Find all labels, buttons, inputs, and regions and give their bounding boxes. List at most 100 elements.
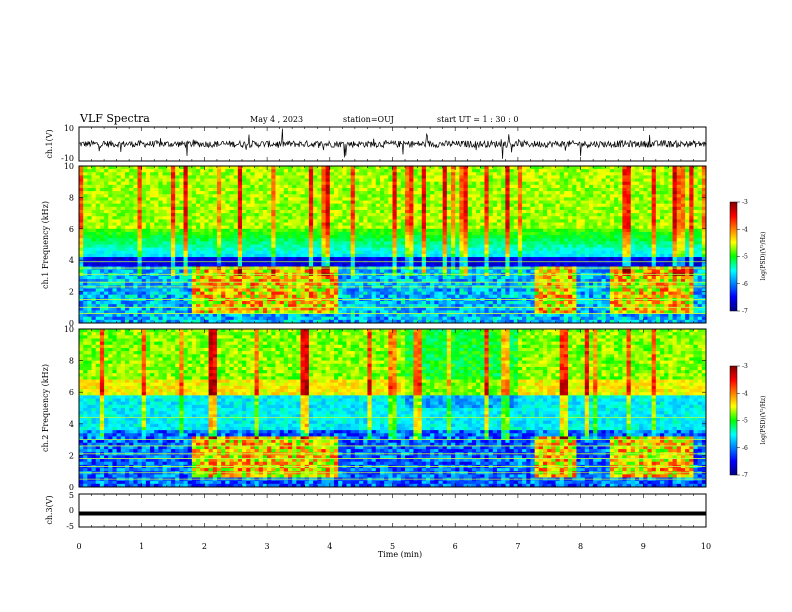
ch1-spectrogram-cell — [175, 191, 180, 195]
ch1-spectrogram-cell — [137, 197, 143, 201]
ch1-spectrogram-cell — [158, 250, 163, 255]
ch1-spectrogram-cell — [576, 263, 581, 267]
ch1-spectrogram-cell — [304, 219, 310, 223]
ch1-spectrogram-cell — [275, 247, 281, 252]
ch1-spectrogram-cell — [672, 197, 678, 201]
ch1-spectrogram-cell — [400, 169, 406, 173]
ch1-spectrogram-cell — [359, 257, 364, 261]
ch1-spectrogram-cell — [246, 178, 251, 183]
ch1-spectrogram-cell — [329, 184, 335, 189]
ch1-spectrogram-cell — [505, 250, 510, 255]
ch1-spectrogram-cell — [120, 191, 126, 195]
ch1-spectrogram-cell — [563, 247, 569, 252]
ch1-spectrogram-cell — [83, 194, 88, 198]
ch1-spectrogram-cell — [392, 191, 398, 195]
ch1-spectrogram-cell — [555, 228, 561, 233]
ch1-spectrogram-cell — [601, 250, 607, 255]
ch1-spectrogram-cell — [421, 175, 427, 179]
ch1-spectrogram-cell — [497, 238, 502, 242]
ch1-spectrogram-cell — [187, 178, 193, 183]
ch1-spectrogram-cell — [275, 187, 281, 192]
ch1-spectrogram-cell — [542, 235, 548, 239]
ch1-spectrogram-cell — [668, 213, 673, 217]
ch1-spectrogram-cell — [196, 219, 201, 223]
ch1-spectrogram-cell — [145, 166, 151, 170]
ch1-spectrogram-cell — [108, 219, 113, 223]
ch1-spectrogram-cell — [267, 250, 272, 255]
ch1-spectrogram-cell — [622, 231, 627, 236]
ch1-spectrogram-cell — [145, 197, 151, 201]
ch1-spectrogram-cell — [430, 263, 435, 267]
ch1-spectrogram-cell — [179, 187, 184, 192]
ch1-spectrogram-cell — [346, 209, 352, 214]
ch1-spectrogram-cell — [643, 175, 648, 179]
ch1-spectrogram-cell — [501, 219, 506, 223]
ch1-spectrogram-cell — [559, 244, 565, 249]
ch1-spectrogram-cell — [187, 166, 193, 170]
ch1-spectrogram-cell — [442, 172, 448, 176]
ch1-spectrogram-cell — [425, 222, 431, 227]
ch1-spectrogram-cell — [409, 166, 414, 170]
ch1-spectrogram-cell — [91, 178, 97, 183]
ch1-spectrogram-cell — [693, 238, 699, 242]
ch1-spectrogram-cell — [308, 241, 314, 245]
ch1-spectrogram-cell — [162, 250, 168, 255]
ch1-spectrogram-cell — [605, 257, 611, 261]
ch1-spectrogram-cell — [680, 219, 686, 223]
ch1-spectrogram-cell — [530, 169, 536, 173]
ch1-spectrogram-cell — [187, 231, 193, 236]
ch1-spectrogram-cell — [622, 225, 627, 230]
ch1-spectrogram-cell — [229, 181, 235, 186]
ch1-spectrogram-cell — [530, 197, 536, 201]
ch1-spectrogram-cell — [668, 172, 673, 176]
ch1-spectrogram-cell — [388, 216, 393, 220]
ch1-spectrogram-cell — [95, 169, 101, 173]
ch1-spectrogram-cell — [451, 203, 456, 208]
ch1-spectrogram-cell — [547, 257, 552, 261]
ch1-spectrogram-cell — [196, 169, 201, 173]
ch1-spectrogram-cell — [421, 172, 427, 176]
ch1-spectrogram-cell — [304, 238, 310, 242]
ch1-spectrogram-cell — [204, 263, 209, 267]
ch1-spectrogram-cell — [321, 231, 327, 236]
ch1-spectrogram-cell — [338, 184, 343, 189]
ch1-spectrogram-cell — [237, 231, 243, 236]
ch1-spectrogram-cell — [200, 187, 205, 192]
ch1-spectrogram-cell — [580, 178, 586, 183]
ch1-spectrogram-cell — [254, 244, 260, 249]
ch1-spectrogram-cell — [534, 257, 540, 261]
ch1-spectrogram-cell — [379, 184, 385, 189]
ch1-spectrogram-cell — [329, 191, 335, 195]
ch1-spectrogram-cell — [517, 247, 523, 252]
ch1-spectrogram-cell — [559, 241, 565, 245]
ch1-spectrogram-cell — [400, 257, 406, 261]
ch1-spectrogram-cell — [300, 200, 306, 205]
ch1-spectrogram-cell — [605, 250, 611, 255]
ch1-spectrogram-cell — [434, 257, 439, 261]
ch1-spectrogram-cell — [551, 228, 556, 233]
ch1-spectrogram-cell — [308, 181, 314, 186]
ch1-spectrogram-cell — [162, 247, 168, 252]
ch1-spectrogram-cell — [91, 209, 97, 214]
ch1-spectrogram-cell — [701, 241, 706, 245]
ch1-spectrogram-cell — [250, 247, 255, 252]
ch1-spectrogram-cell — [221, 219, 226, 223]
ch1-spectrogram-cell — [446, 184, 452, 189]
ch1-spectrogram-cell — [446, 203, 452, 208]
ch1-spectrogram-cell — [488, 181, 494, 186]
ch1-spectrogram-cell — [434, 206, 439, 211]
ch1-spectrogram-cell — [179, 263, 184, 267]
ch1-spectrogram-cell — [480, 241, 485, 245]
ch1-spectrogram-cell — [568, 166, 573, 170]
ch1-spectrogram-cell — [668, 203, 673, 208]
ch1-spectrogram-cell — [689, 184, 694, 189]
ch1-spectrogram-cell — [643, 219, 648, 223]
ch1-spectrogram-cell — [95, 225, 101, 230]
ch1-spectrogram-cell — [534, 216, 540, 220]
ch1-spectrogram-cell — [221, 194, 226, 198]
ch1-spectrogram-cell — [430, 191, 435, 195]
ch1-spectrogram-cell — [304, 250, 310, 255]
ch1-spectrogram-cell — [342, 244, 347, 249]
ch1-spectrogram-cell — [392, 166, 398, 170]
ch1-spectrogram-cell — [559, 178, 565, 183]
